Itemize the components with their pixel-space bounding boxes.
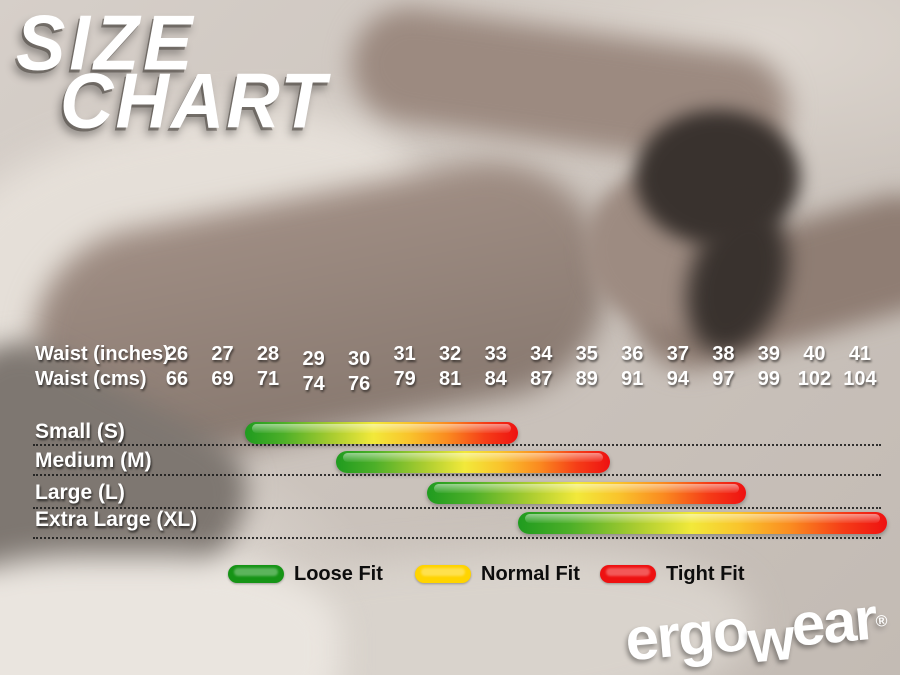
waist-value: 97 <box>712 368 735 390</box>
waist-value: 94 <box>666 368 689 390</box>
waist-cms-row: 66 69 71 74 76 79 81 84 87 89 91 94 97 99 102 104 <box>0 368 900 395</box>
sheet-fold-shape <box>0 555 340 675</box>
waist-cms-label: Waist (cms) <box>35 368 147 390</box>
model-head-shape <box>585 165 770 330</box>
waist-value: 37 <box>666 343 689 365</box>
waist-value: 69 <box>211 368 234 390</box>
dotted-rule <box>33 507 881 509</box>
waist-value: 26 <box>165 343 189 365</box>
model-hair-shape <box>669 193 806 367</box>
waist-value: 31 <box>393 343 416 365</box>
title-line-chart: CHART <box>60 56 328 145</box>
waist-value: 99 <box>757 368 780 390</box>
waist-value: 40 <box>803 343 826 365</box>
waist-value: 29 <box>302 348 325 370</box>
waist-value: 30 <box>347 348 371 370</box>
logo-text: w <box>745 604 797 675</box>
waist-value: 38 <box>712 343 735 365</box>
ergowear-logo: ergowear® <box>623 583 891 675</box>
logo-text: ergo <box>622 595 751 674</box>
size-row-label: Small (S) <box>35 420 125 443</box>
waist-value: 41 <box>848 343 872 365</box>
model-arm-shape <box>344 0 796 176</box>
legend-label: Tight Fit <box>666 563 745 585</box>
model-hair-shape <box>635 110 800 245</box>
legend-swatch <box>228 565 284 583</box>
waist-value: 102 <box>797 368 832 390</box>
waist-value: 91 <box>621 368 644 390</box>
waist-inches-label: Waist (inches) <box>35 343 170 365</box>
dotted-rule <box>33 474 881 476</box>
waist-inches-row: 26 27 28 29 30 31 32 33 34 35 36 37 38 39 40 41 <box>0 343 900 370</box>
waist-value: 81 <box>439 368 462 390</box>
waist-value: 66 <box>165 368 189 390</box>
waist-value: 39 <box>757 343 780 365</box>
legend-swatch <box>600 565 656 583</box>
legend-label: Normal Fit <box>481 563 580 585</box>
waist-value: 79 <box>393 368 416 390</box>
waist-value: 71 <box>256 368 280 390</box>
size-row-label: Medium (M) <box>35 449 152 472</box>
waist-value: 27 <box>211 343 234 365</box>
size-range-bar <box>518 512 888 534</box>
waist-value: 89 <box>575 368 598 390</box>
waist-value: 33 <box>484 343 507 365</box>
title-line-size: SIZE <box>16 0 197 87</box>
waist-value: 32 <box>439 343 462 365</box>
registered-mark: ® <box>875 612 889 631</box>
size-row-label: Large (L) <box>35 481 125 504</box>
waist-value: 104 <box>843 368 877 390</box>
dotted-rule <box>33 444 881 446</box>
logo-text: ear <box>789 584 879 659</box>
size-range-bar <box>427 482 747 504</box>
waist-value: 87 <box>530 368 553 390</box>
size-row-label: Extra Large (XL) <box>35 508 198 531</box>
waist-value: 35 <box>575 343 598 365</box>
waist-value: 76 <box>347 373 371 395</box>
legend-swatch <box>415 565 471 583</box>
legend-label: Loose Fit <box>294 563 383 585</box>
waist-value: 36 <box>621 343 644 365</box>
waist-value: 74 <box>302 373 325 395</box>
dotted-rule <box>33 537 881 539</box>
size-range-bar <box>245 422 519 444</box>
waist-value: 28 <box>256 343 280 365</box>
waist-value: 84 <box>484 368 507 390</box>
size-range-bar <box>336 451 610 473</box>
waist-value: 34 <box>530 343 553 365</box>
